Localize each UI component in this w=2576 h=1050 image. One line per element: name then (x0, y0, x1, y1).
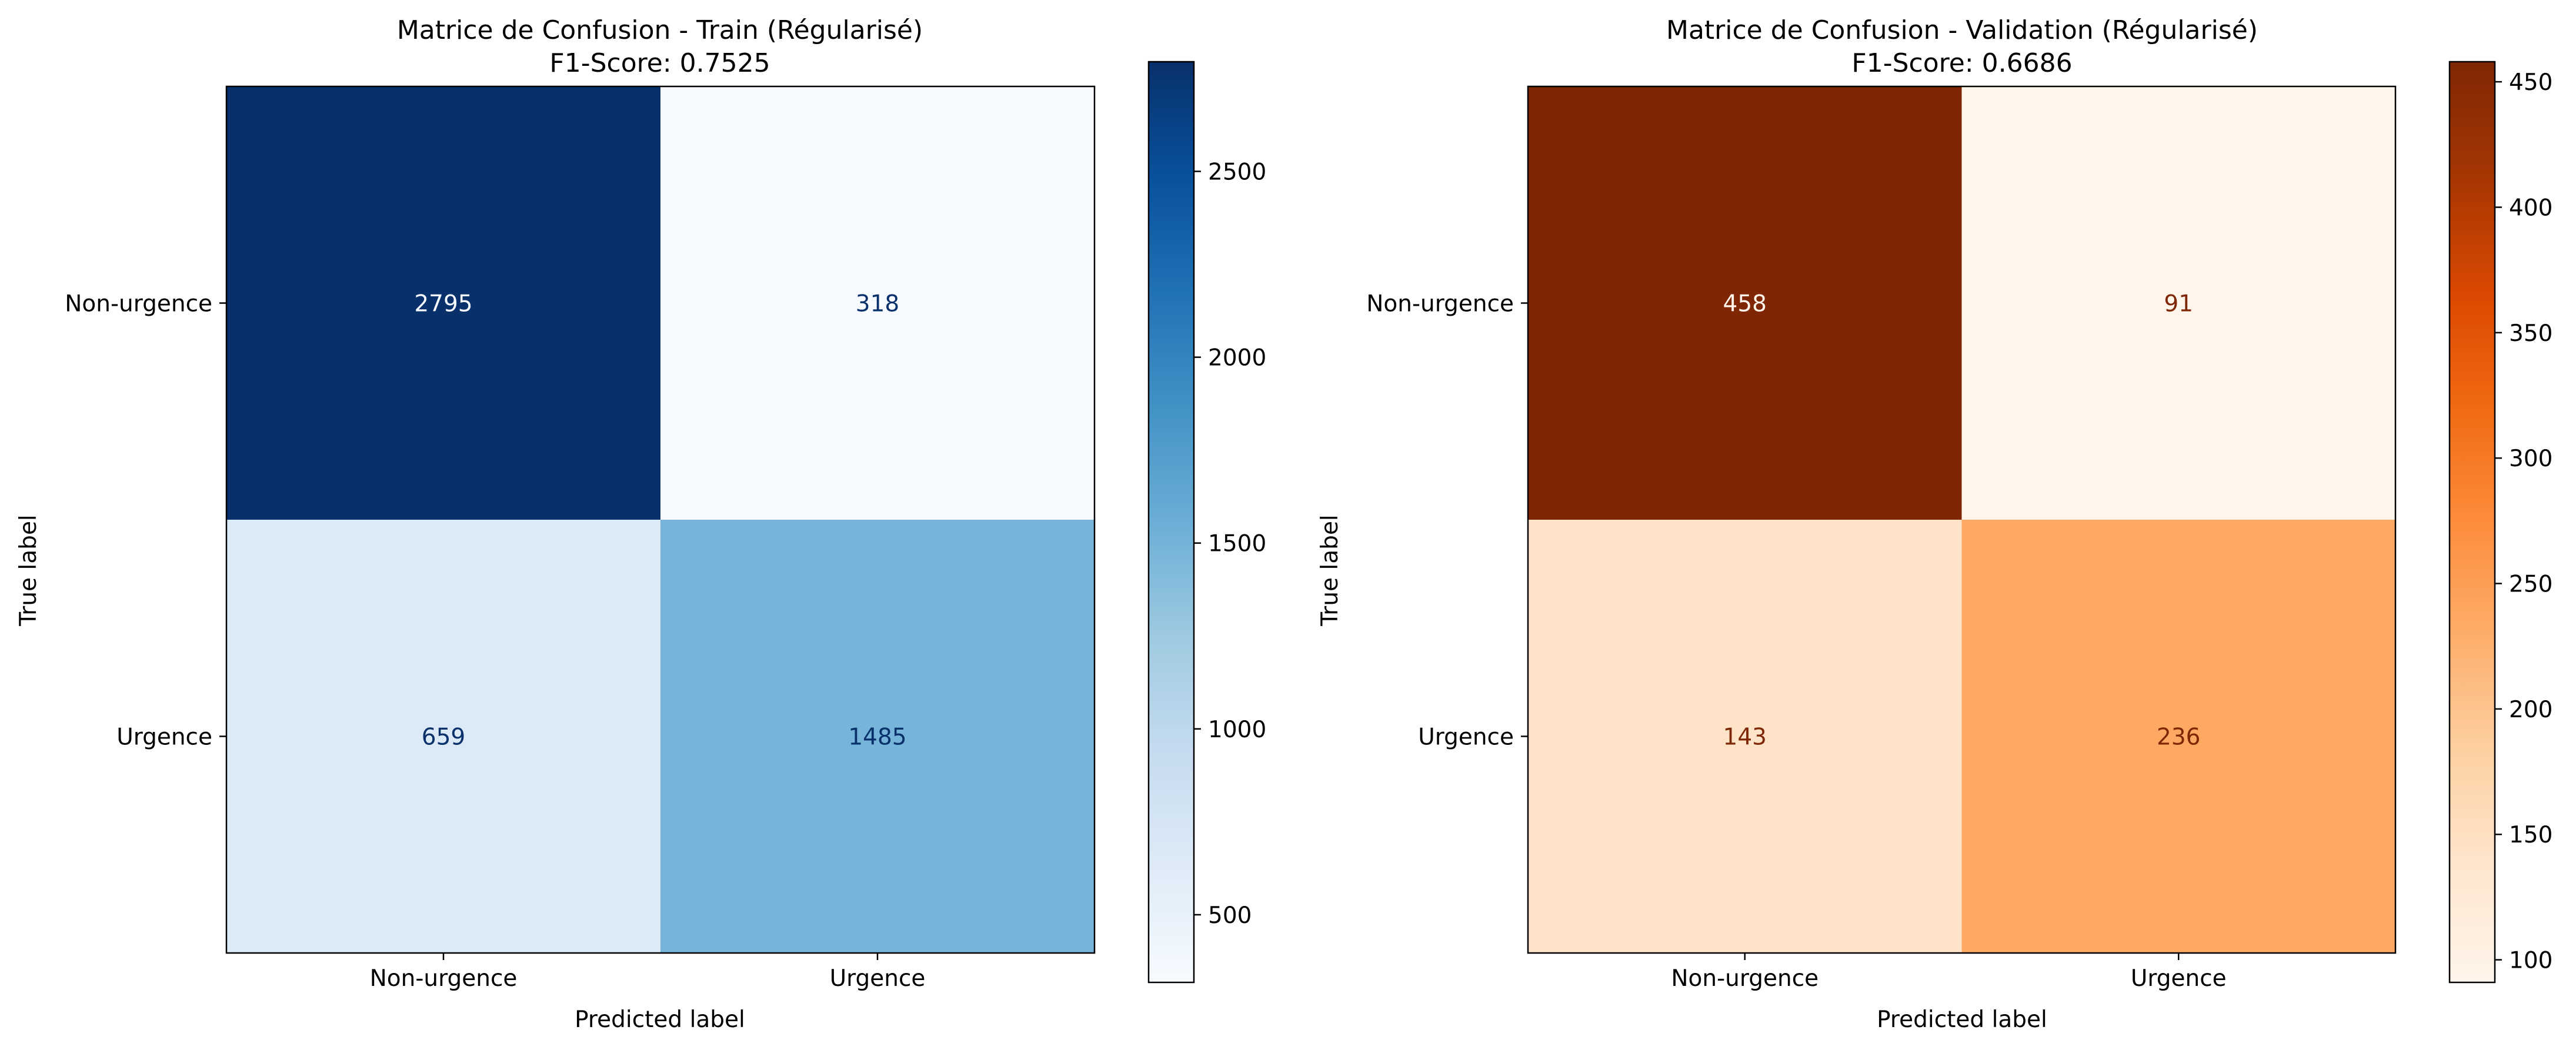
colorbar-tick-label: 250 (2509, 571, 2552, 598)
colorbar (1149, 62, 1194, 982)
colorbar-tick-label: 200 (2509, 697, 2552, 723)
x-tick-label: Urgence (830, 965, 926, 992)
cell-value-label: 143 (1723, 724, 1767, 751)
colorbar-frame (2448, 61, 2496, 984)
matrix-cell (660, 86, 1095, 520)
colorbar-tick-label: 350 (2509, 320, 2552, 347)
colorbar-tick-label: 500 (1208, 902, 1252, 929)
colorbar-tick-label: 2000 (1208, 345, 1266, 372)
colorbar-tick-label: 100 (2509, 948, 2552, 974)
matrix-cell (1528, 86, 1962, 520)
colorbar-tick-label: 150 (2509, 822, 2552, 848)
colorbar (2450, 62, 2495, 982)
matrix-cell (660, 520, 1095, 954)
train-x-axis-label: Predicted label (575, 1006, 745, 1033)
cell-value-label: 91 (2164, 291, 2193, 317)
cell-value-label: 1485 (848, 724, 906, 751)
validation-title: Matrice de Confusion - Validation (Régul… (1666, 15, 2258, 45)
train-subtitle: F1-Score: 0.7525 (549, 48, 770, 78)
train-title: Matrice de Confusion - Train (Régularisé… (397, 15, 923, 45)
colorbar-frame (1147, 61, 1195, 984)
colorbar-tick-label: 450 (2509, 69, 2552, 96)
cell-value-label: 236 (2157, 724, 2200, 751)
colorbar-tick-label: 400 (2509, 195, 2552, 221)
y-tick-label: Non-urgence (1366, 291, 1514, 317)
axes-frame (225, 85, 1096, 954)
x-tick-label: Urgence (2131, 965, 2227, 992)
x-tick-label: Non-urgence (370, 965, 518, 992)
train-y-axis-label: True label (15, 514, 42, 627)
matrix-cell (1528, 520, 1962, 954)
colorbar-tick-label: 300 (2509, 446, 2552, 472)
axes-frame (1527, 85, 2397, 954)
y-tick-label: Non-urgence (65, 291, 212, 317)
colorbar-tick-label: 2500 (1208, 159, 1266, 186)
validation-y-axis-label: True label (1317, 514, 1343, 627)
matrix-cell (1961, 86, 2396, 520)
matrix-cell (226, 520, 661, 954)
cell-value-label: 2795 (414, 291, 472, 317)
matrix-cell (226, 86, 661, 520)
cell-value-label: 458 (1723, 291, 1767, 317)
matrix-cell (1961, 520, 2396, 954)
y-tick-label: Urgence (1418, 724, 1514, 751)
cell-value-label: 318 (856, 291, 899, 317)
y-tick-label: Urgence (116, 724, 212, 751)
validation-confusion-matrix: Matrice de Confusion - Validation (Régul… (1317, 15, 2552, 1033)
validation-subtitle: F1-Score: 0.6686 (1851, 48, 2072, 78)
colorbar-tick-label: 1500 (1208, 531, 1266, 557)
validation-x-axis-label: Predicted label (1877, 1006, 2047, 1033)
x-tick-label: Non-urgence (1671, 965, 1818, 992)
cell-value-label: 659 (422, 724, 465, 751)
colorbar-tick-label: 1000 (1208, 717, 1266, 743)
train-confusion-matrix: Matrice de Confusion - Train (Régularisé… (15, 15, 1266, 1033)
